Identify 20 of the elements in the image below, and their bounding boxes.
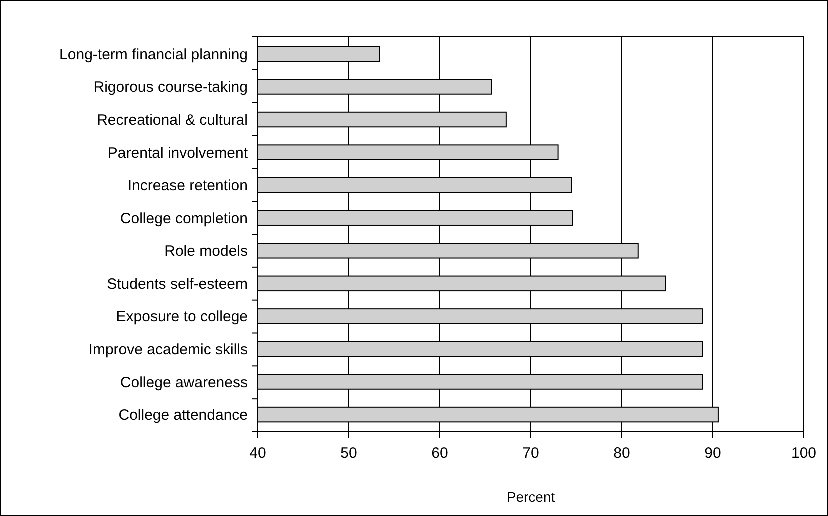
x-tick-label: 50: [340, 445, 358, 462]
y-tick-label: Rigorous course-taking: [94, 79, 248, 96]
y-tick-label: College attendance: [118, 407, 248, 424]
y-tick-label: Recreational & cultural: [97, 112, 248, 130]
x-tick-label: 60: [432, 445, 448, 462]
y-tick-label: Parental involvement: [108, 144, 249, 162]
y-tick-label: Students self-esteem: [107, 276, 248, 293]
y-tick-label: College awareness: [120, 374, 248, 392]
y-tick-label: Role models: [164, 243, 248, 260]
x-axis-title: Percent: [506, 489, 556, 505]
y-tick-label: Long-term financial planning: [60, 46, 248, 64]
x-tick-label: 70: [522, 445, 540, 462]
x-tick-label: 90: [704, 445, 722, 462]
y-tick-label: Exposure to college: [116, 308, 248, 326]
y-tick-label: Improve academic skills: [88, 341, 248, 358]
x-tick-label: 40: [250, 445, 266, 462]
x-tick-label: 80: [614, 445, 630, 462]
y-tick-label: College completion: [120, 210, 248, 228]
y-tick-label: Increase retention: [128, 178, 248, 195]
x-tick-label: 100: [791, 445, 817, 462]
